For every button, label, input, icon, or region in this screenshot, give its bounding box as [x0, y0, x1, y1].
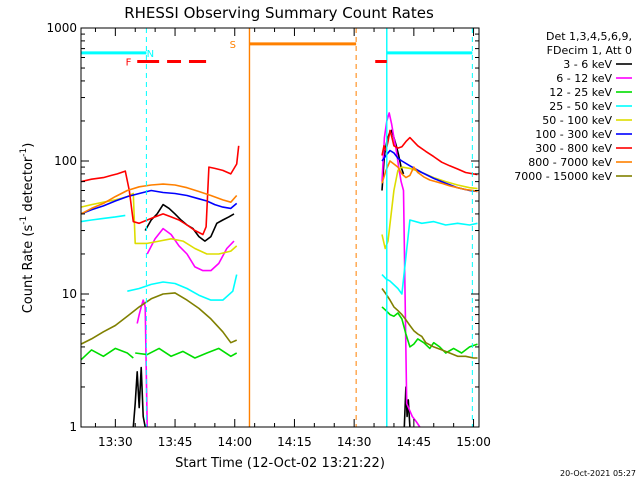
legend-header-line-1: Det 1,3,4,5,6,9, [546, 30, 632, 43]
y-axis-label-sup2: -1 [19, 148, 29, 157]
series-line [381, 160, 478, 193]
series-line [80, 145, 240, 236]
flag-label: F [126, 57, 132, 68]
series-2 [80, 306, 478, 361]
flag-layer: N F S [81, 28, 473, 427]
legend-label: 12 - 25 keV [549, 86, 612, 99]
y-axis-label-main: Count Rate (s [21, 225, 36, 314]
y-tick-label: 1000 [46, 21, 77, 35]
x-tick-label: 14:45 [397, 435, 432, 449]
y-axis-label-sup1: -1 [19, 216, 29, 225]
x-tick-label: 14:30 [337, 435, 372, 449]
series-8 [80, 288, 478, 359]
y-tick-label: 100 [54, 154, 77, 168]
x-tick-label: 13:30 [98, 435, 133, 449]
flag-F: F [126, 57, 387, 68]
flag-label: N [147, 49, 154, 60]
series-line [132, 366, 146, 428]
series-line [80, 347, 134, 361]
series-6 [80, 129, 478, 236]
series-line [381, 219, 478, 295]
y-tick-label: 1 [69, 420, 77, 434]
series-line [381, 288, 478, 359]
flag-S: S [230, 28, 357, 427]
y-axis-label: Count Rate (s-1 detector-1) [19, 143, 36, 314]
x-tick-label: 14:00 [217, 435, 252, 449]
legend: Det 1,3,4,5,6,9, FDecim 1, Att 0 3 - 6 k… [514, 30, 632, 183]
series-line [381, 129, 478, 176]
y-axis-label-end: ) [21, 143, 36, 148]
series-line [127, 274, 238, 301]
series-line [146, 227, 235, 272]
footer-timestamp: 20-Oct-2021 05:27 [560, 469, 636, 478]
series-line [80, 214, 126, 223]
series-3 [80, 214, 478, 301]
legend-label: 50 - 100 keV [542, 114, 612, 127]
x-tick-label: 13:45 [158, 435, 193, 449]
tick-layer: 1 10 100 1000 13:30 13:45 14:00 14:15 14:30 14:45… [46, 21, 490, 449]
series-line [80, 189, 238, 215]
series-layer [80, 112, 478, 428]
plot-frame [80, 27, 480, 428]
series-line [80, 292, 238, 345]
series-4 [80, 166, 478, 255]
y-tick-label: 10 [62, 287, 77, 301]
y-axis-label-mid: detector [21, 156, 36, 216]
legend-label: 7000 - 15000 keV [514, 170, 612, 183]
legend-label: 100 - 300 keV [535, 128, 612, 141]
legend-label: 800 - 7000 keV [528, 156, 612, 169]
flag-N: N [81, 28, 473, 427]
legend-label: 6 - 12 keV [556, 72, 612, 85]
series-line [136, 299, 148, 428]
x-tick-label: 14:15 [277, 435, 312, 449]
series-7 [80, 160, 478, 215]
series-line [381, 166, 478, 250]
series-line [80, 192, 238, 255]
flag-label: S [230, 40, 236, 51]
legend-label: 25 - 50 keV [549, 100, 612, 113]
series-line [80, 183, 238, 215]
chart-title: RHESSI Observing Summary Count Rates [124, 4, 434, 22]
legend-label: 3 - 6 keV [563, 58, 612, 71]
series-line [135, 347, 238, 359]
series-line [381, 306, 478, 354]
legend-header-line-2: FDecim 1, Att 0 [547, 44, 632, 57]
x-tick-label: 15:00 [456, 435, 491, 449]
legend-label: 300 - 800 keV [535, 142, 612, 155]
x-axis-label: Start Time (12-Oct-02 13:21:22) [175, 456, 385, 471]
